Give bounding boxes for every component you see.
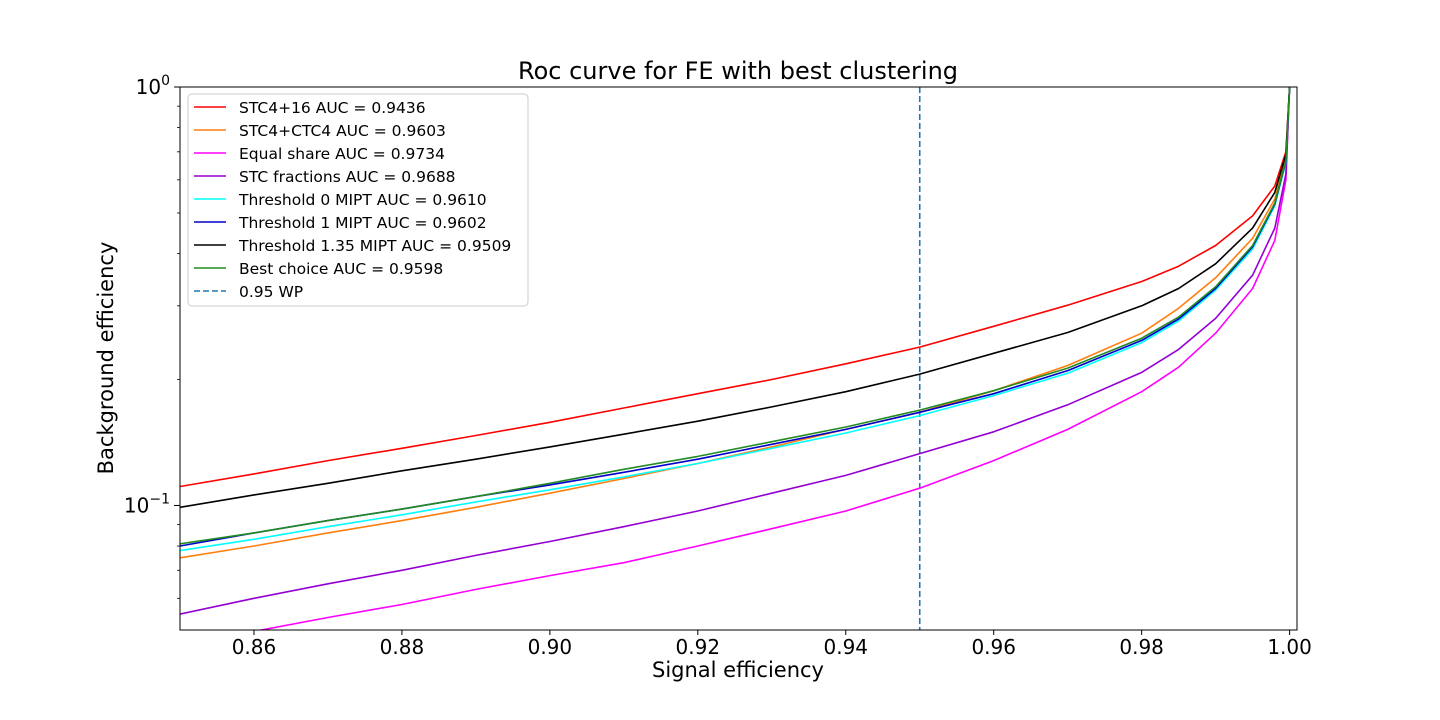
x-axis-ticks: 0.86 0.88 0.90 0.92 0.94 0.96 0.98 1.00 — [232, 630, 1312, 659]
y-axis-label: Background efficiency — [94, 242, 118, 475]
roc-curves — [180, 87, 1291, 630]
legend-label: Threshold 1.35 MIPT AUC = 0.9509 — [238, 237, 511, 255]
x-tick-label: 0.94 — [823, 635, 868, 659]
legend-label: STC fractions AUC = 0.9688 — [239, 168, 456, 186]
roc-curve-line — [180, 87, 1291, 545]
legend-label: Equal share AUC = 0.9734 — [239, 145, 445, 163]
x-tick-label: 0.92 — [676, 635, 721, 659]
legend-box — [187, 93, 529, 307]
plot-frame — [179, 86, 1298, 631]
x-tick-label: 0.86 — [232, 635, 277, 659]
legend: STC4+16 AUC = 0.9436 STC4+CTC4 AUC = 0.96… — [187, 93, 529, 307]
x-axis-label: Signal efficiency — [652, 658, 824, 682]
x-tick-label: 0.90 — [528, 635, 573, 659]
x-tick-label: 0.96 — [971, 635, 1016, 659]
roc-curve-line — [257, 87, 1291, 630]
y-tick-label: 100 — [136, 73, 170, 99]
legend-label: Best choice AUC = 0.9598 — [239, 260, 443, 278]
x-tick-label: 0.88 — [380, 635, 425, 659]
legend-label: Threshold 1 MIPT AUC = 0.9602 — [238, 214, 487, 232]
roc-curve-line — [180, 87, 1291, 552]
legend-label: 0.95 WP — [239, 283, 303, 301]
plot-area — [180, 87, 1291, 630]
y-tick-label: 10−1 — [124, 491, 170, 517]
chart-title: Roc curve for FE with best clustering — [518, 57, 958, 85]
y-axis-ticks: 100 10−1 — [124, 73, 180, 599]
legend-label: STC4+16 AUC = 0.9436 — [239, 99, 426, 117]
legend-label: STC4+CTC4 AUC = 0.9603 — [239, 122, 446, 140]
roc-curve-line — [180, 87, 1291, 488]
legend-label: Threshold 0 MIPT AUC = 0.9610 — [238, 191, 487, 209]
x-tick-label: 1.00 — [1267, 635, 1312, 659]
roc-curve-line — [180, 87, 1291, 615]
roc-curve-line — [180, 87, 1291, 509]
x-tick-label: 0.98 — [1119, 635, 1164, 659]
